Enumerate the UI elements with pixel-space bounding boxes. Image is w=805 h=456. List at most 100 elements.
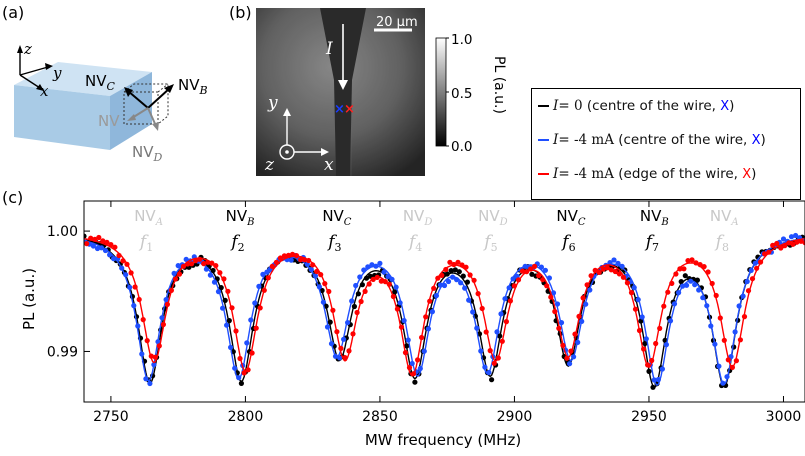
data-point xyxy=(688,278,694,284)
data-point xyxy=(550,290,557,296)
data-point xyxy=(394,306,400,312)
data-point xyxy=(708,323,714,329)
nv-cube xyxy=(123,91,159,125)
legend-value: = -4 mA xyxy=(558,132,614,148)
data-point xyxy=(163,297,169,303)
data-point xyxy=(148,353,154,359)
data-point xyxy=(612,268,618,275)
data-point xyxy=(689,257,695,263)
legend-mark: X xyxy=(720,98,730,114)
data-point xyxy=(285,252,292,258)
diagram-a: (a) z y x NVC NVB NV NVD xyxy=(2,3,208,164)
data-point xyxy=(680,283,686,289)
data-point xyxy=(374,274,380,280)
data-point xyxy=(417,365,423,372)
data-point xyxy=(544,283,550,289)
data-point xyxy=(112,244,118,250)
data-point xyxy=(716,363,722,369)
x-tick-label: 2750 xyxy=(93,409,129,425)
data-point xyxy=(636,327,643,334)
data-point xyxy=(447,259,453,265)
data-point xyxy=(452,267,458,273)
nv-c-arrow xyxy=(127,90,149,109)
data-point xyxy=(571,354,577,360)
data-point xyxy=(260,271,266,277)
odmr-spectrum-chart: (c) NVA f1 NVB f2 NVC f3 NVD f4 NVD f5 NVC f6 NVB f7 N… xyxy=(2,188,805,449)
data-point xyxy=(412,379,418,385)
data-point xyxy=(475,291,481,297)
data-point xyxy=(665,289,671,295)
data-point xyxy=(462,285,468,291)
data-point xyxy=(659,366,666,372)
peak-frequency-label: f1 xyxy=(138,232,153,254)
data-point xyxy=(448,268,454,274)
legend-mark: X xyxy=(742,166,752,182)
data-point xyxy=(632,306,639,312)
data-point xyxy=(277,255,283,261)
data-point xyxy=(98,245,105,251)
data-point xyxy=(643,336,649,342)
colorbar-tick-min: 0.0 xyxy=(451,139,472,155)
data-point xyxy=(402,350,409,356)
marker-centre: × xyxy=(334,102,345,117)
data-point xyxy=(128,270,134,276)
axis-x-line xyxy=(19,74,41,89)
data-point xyxy=(135,323,141,329)
image-axis-y: y xyxy=(267,93,278,113)
data-point xyxy=(323,303,329,309)
colorbar-title: PL (a.u.) xyxy=(491,56,507,114)
data-point xyxy=(252,300,258,306)
data-point xyxy=(159,315,165,321)
data-point xyxy=(84,233,87,239)
data-point xyxy=(580,295,586,301)
data-point xyxy=(498,311,504,317)
data-point xyxy=(354,309,360,316)
data-point xyxy=(215,289,222,295)
data-point xyxy=(361,267,367,273)
data-point xyxy=(692,282,698,288)
data-point xyxy=(616,271,623,277)
data-point xyxy=(393,284,399,290)
data-point xyxy=(328,341,335,347)
data-point xyxy=(197,256,203,262)
data-point xyxy=(642,340,648,347)
data-point xyxy=(249,350,255,356)
data-point xyxy=(681,266,687,272)
data-point xyxy=(363,275,370,281)
data-point xyxy=(497,333,503,339)
data-point xyxy=(226,318,232,324)
data-point xyxy=(736,303,742,309)
data-point xyxy=(107,252,113,258)
data-point xyxy=(350,331,356,337)
data-point xyxy=(721,337,727,343)
legend-close: ) xyxy=(729,98,735,114)
plot-frame xyxy=(83,200,805,403)
data-point xyxy=(164,301,170,307)
data-point xyxy=(228,344,234,350)
data-point xyxy=(790,241,796,247)
data-point xyxy=(620,274,627,280)
y-axis-title: PL (a.u.) xyxy=(20,268,38,330)
colorbar-tick-max: 1.0 xyxy=(451,32,472,48)
data-point xyxy=(241,370,247,376)
data-point xyxy=(316,284,322,290)
data-point xyxy=(794,239,800,245)
colorbar-tick-mid: 0.5 xyxy=(451,86,472,102)
data-point xyxy=(793,232,799,239)
data-point xyxy=(345,320,351,326)
data-point xyxy=(127,284,133,290)
data-point xyxy=(139,351,145,357)
data-point xyxy=(788,234,795,240)
data-point xyxy=(754,265,760,271)
data-point xyxy=(205,259,211,265)
data-point xyxy=(548,294,554,300)
data-point xyxy=(217,270,223,276)
data-point xyxy=(673,271,679,277)
data-point xyxy=(341,336,347,342)
data-point xyxy=(298,257,304,263)
series-0 xyxy=(84,233,805,390)
data-point xyxy=(366,281,372,287)
x-tick-label: 2900 xyxy=(497,409,533,425)
data-point xyxy=(483,329,489,335)
series-1 xyxy=(84,232,805,387)
